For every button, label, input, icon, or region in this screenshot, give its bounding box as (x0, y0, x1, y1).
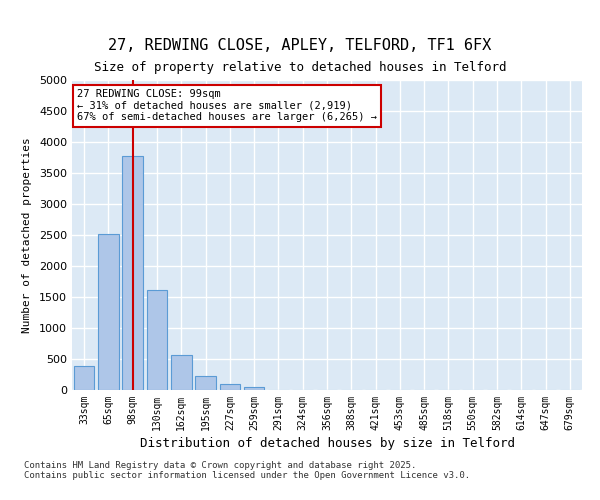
Bar (220, 384, 240, 390)
Text: Contains HM Land Registry data © Crown copyright and database right 2025.
Contai: Contains HM Land Registry data © Crown c… (24, 460, 470, 480)
Text: 27 REDWING CLOSE: 99sqm
← 31% of detached houses are smaller (2,919)
67% of semi: 27 REDWING CLOSE: 99sqm ← 31% of detache… (77, 90, 377, 122)
Bar (98, 234, 119, 390)
Bar (244, 387, 265, 390)
Bar (195, 376, 216, 390)
Bar (122, 156, 143, 390)
Bar (171, 356, 191, 390)
Text: 27, REDWING CLOSE, APLEY, TELFORD, TF1 6FX: 27, REDWING CLOSE, APLEY, TELFORD, TF1 6… (109, 38, 491, 52)
X-axis label: Distribution of detached houses by size in Telford: Distribution of detached houses by size … (139, 437, 515, 450)
Bar (146, 290, 167, 390)
Y-axis label: Number of detached properties: Number of detached properties (22, 137, 32, 333)
Bar (74, 366, 94, 390)
Text: Size of property relative to detached houses in Telford: Size of property relative to detached ho… (94, 61, 506, 74)
